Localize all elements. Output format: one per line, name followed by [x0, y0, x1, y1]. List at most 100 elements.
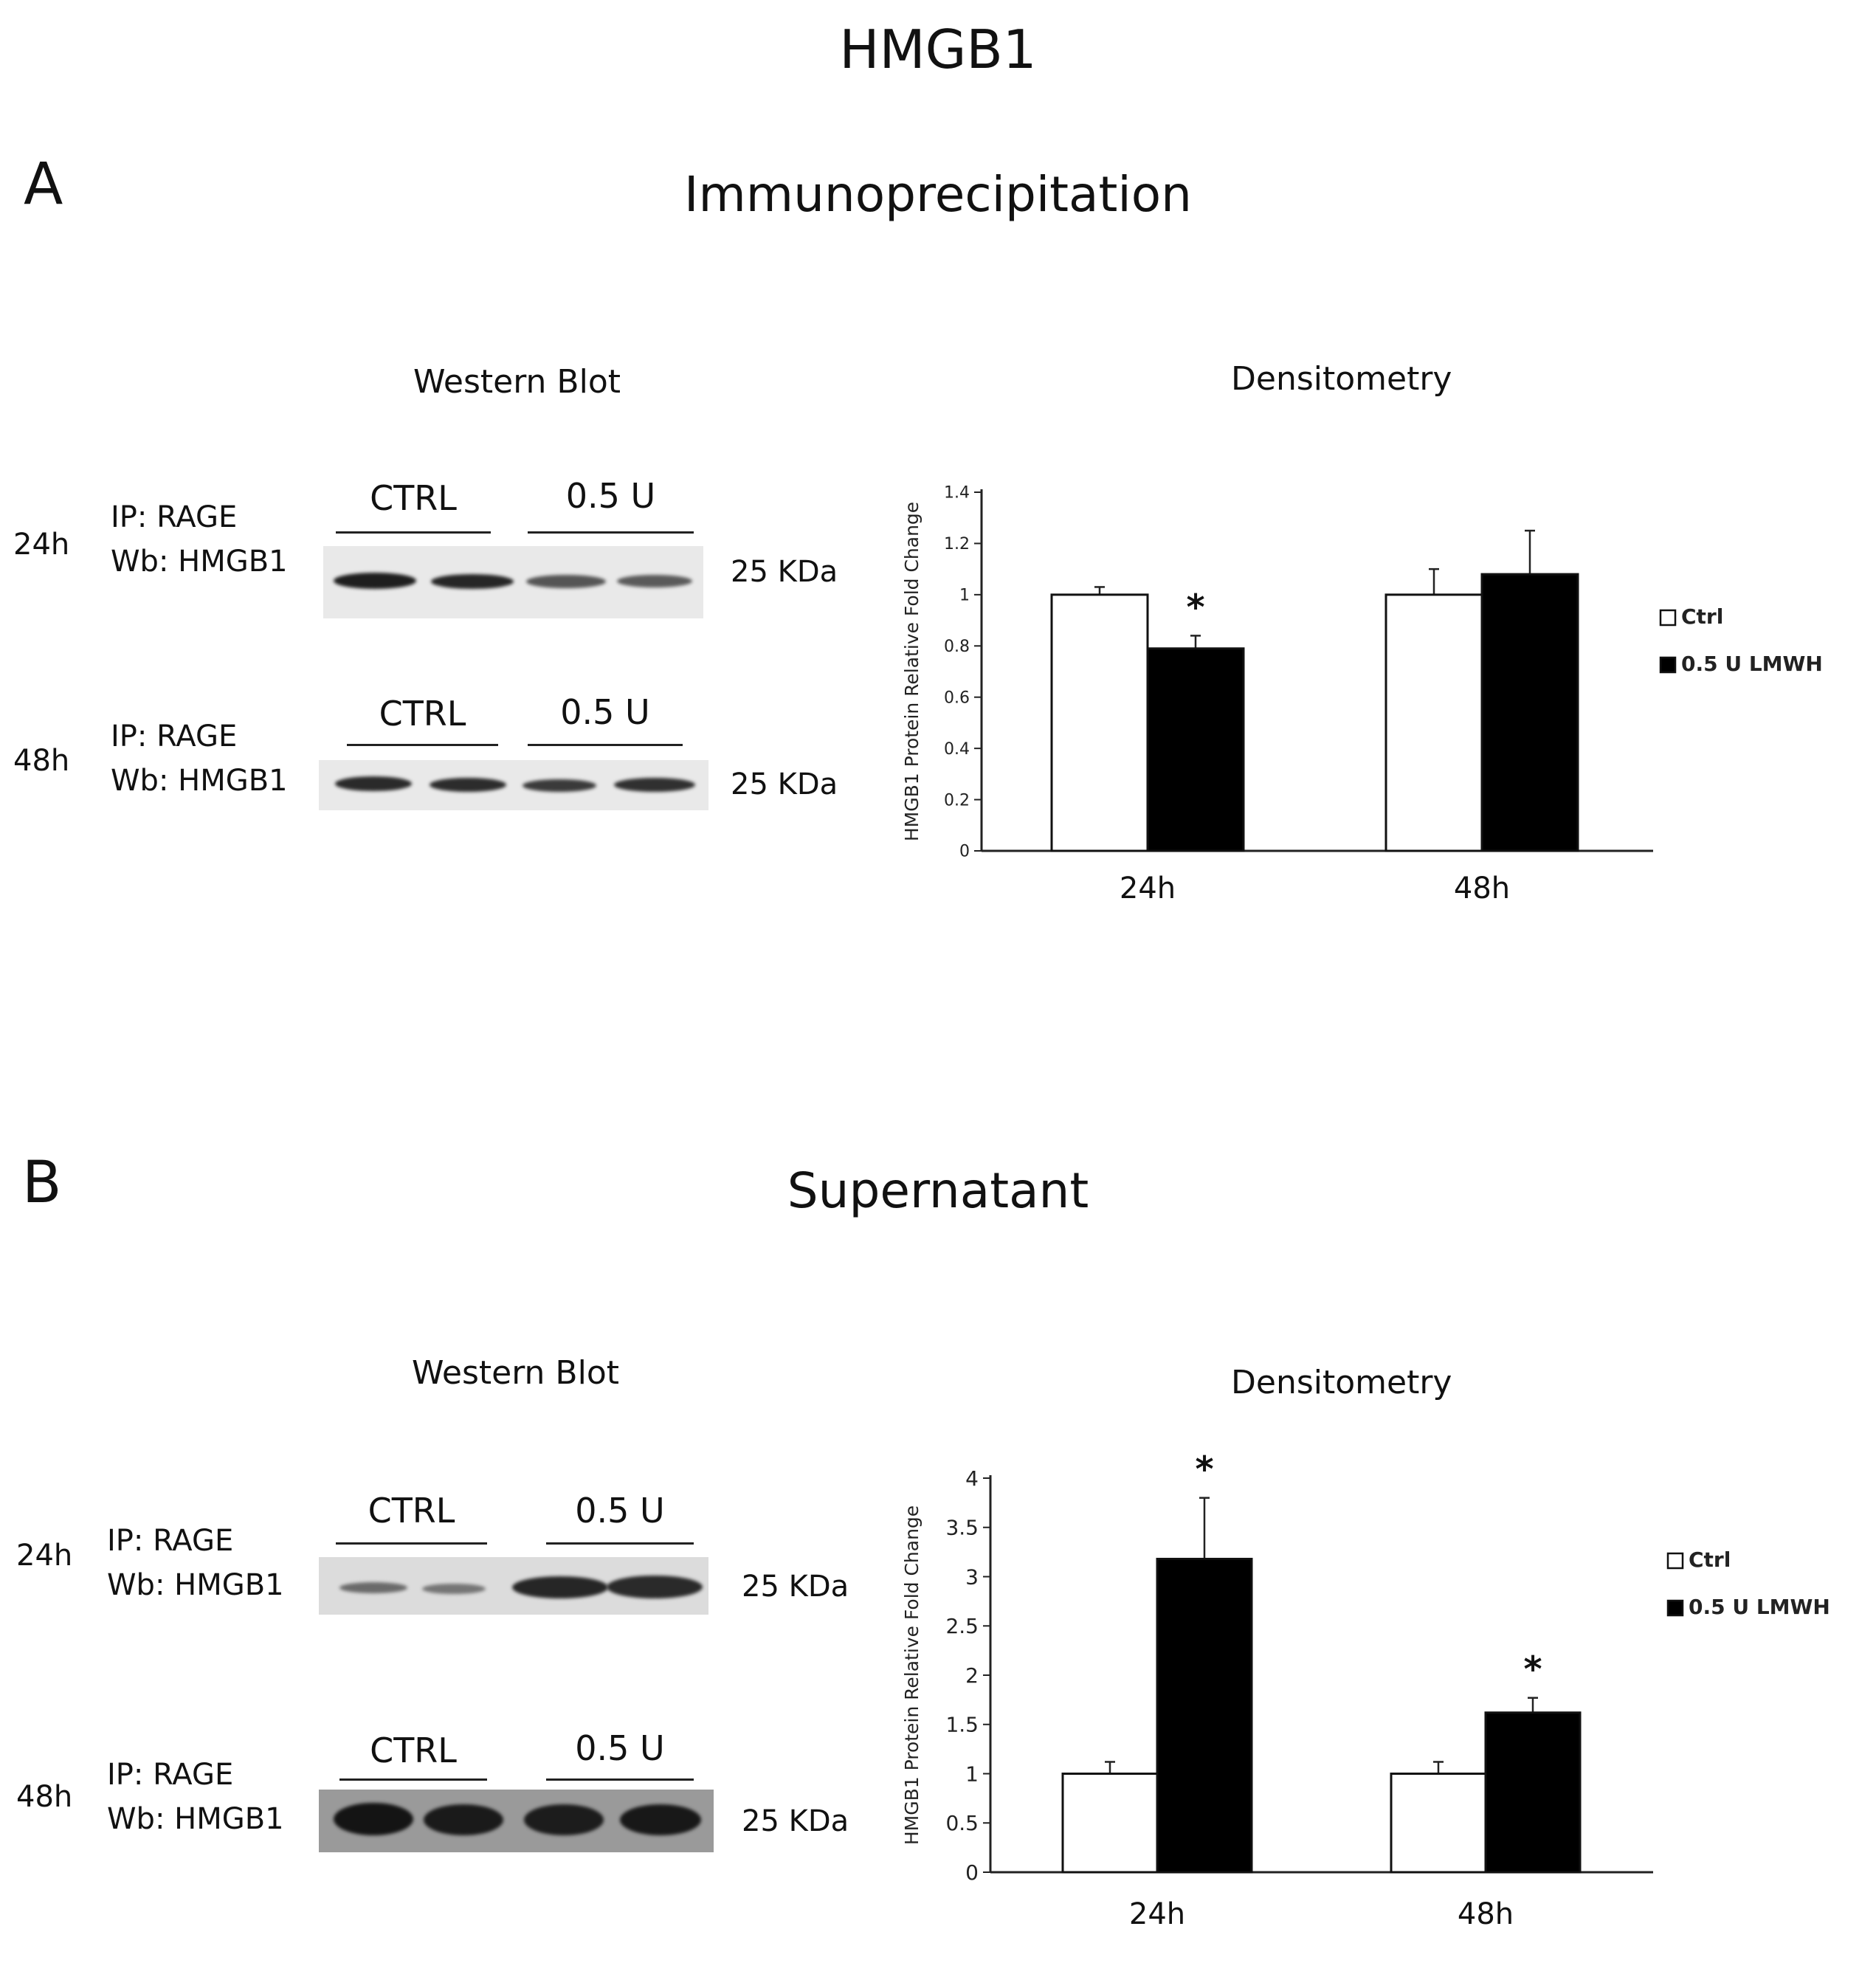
- legend-swatch: [1666, 1552, 1684, 1570]
- band: [424, 1804, 503, 1835]
- y-tick-label: 0.2: [944, 791, 970, 810]
- band: [335, 776, 412, 791]
- panel-b-densitometry-chart: 0 0.5 1 1.5 2 2.5 3 3.5 4 HMGB1 Protein Relative …: [901, 1449, 1830, 1931]
- lane-group-ctrl: CTRL: [370, 1731, 457, 1770]
- y-tick-label: 0.4: [944, 740, 970, 759]
- significance-star: *: [1523, 1649, 1542, 1691]
- y-axis-label: HMGB1 Protein Relative Fold Change: [901, 502, 923, 841]
- bar-ctrl-48h: [1384, 593, 1483, 852]
- y-tick-label: 4: [965, 1466, 979, 1491]
- band: [431, 574, 514, 589]
- y-tick-label: 0.5: [945, 1811, 979, 1835]
- band: [617, 575, 692, 587]
- y-tick-label: 2.5: [945, 1614, 979, 1638]
- panel-b-title: Supernatant: [787, 1162, 1089, 1219]
- ip-label: IP: RAGE: [111, 720, 238, 753]
- lane-group-line: [528, 744, 683, 746]
- band: [422, 1584, 486, 1594]
- lane-group-line: [546, 1542, 694, 1545]
- bar-treated-48h: [1480, 573, 1579, 852]
- significance-star: *: [1195, 1449, 1213, 1491]
- legend-swatch: [1659, 609, 1677, 627]
- band: [512, 1576, 608, 1598]
- legend-label: Ctrl: [1681, 604, 1723, 629]
- legend-label: 0.5 U LMWH: [1681, 652, 1823, 676]
- lane-group-line: [347, 744, 498, 746]
- x-category-label: 48h: [1458, 1897, 1514, 1931]
- panel-b-letter: B: [22, 1150, 62, 1216]
- y-tick-label: 0: [965, 1860, 979, 1885]
- mw-label: 25 KDa: [731, 767, 838, 801]
- lane-group-ctrl: CTRL: [368, 1491, 455, 1531]
- y-tick-label: 0.6: [944, 689, 970, 707]
- figure-title: HMGB1: [839, 18, 1037, 80]
- legend-swatch: [1659, 656, 1677, 674]
- lane-group-treated: 0.5 U: [575, 1728, 665, 1768]
- x-category-label: 24h: [1120, 872, 1176, 905]
- y-tick-label: 1: [965, 1762, 979, 1786]
- y-tick-label: 1.4: [944, 484, 970, 503]
- legend-label: 0.5 U LMWH: [1689, 1595, 1830, 1619]
- wb-label: Wb: HMGB1: [107, 1802, 284, 1836]
- band: [607, 1576, 703, 1598]
- bar-ctrl-24h: [1050, 593, 1149, 852]
- lane-group-ctrl: CTRL: [370, 478, 457, 518]
- y-tick-label: 0: [959, 843, 970, 861]
- mw-label: 25 KDa: [742, 1570, 849, 1604]
- panel-b-blot-title: Western Blot: [412, 1354, 620, 1392]
- panel-a-densitometry-title: Densitometry: [1231, 360, 1452, 398]
- time-label: 24h: [13, 528, 70, 562]
- ip-label: IP: RAGE: [107, 1758, 234, 1792]
- lane-group-treated: 0.5 U: [565, 476, 656, 516]
- band: [334, 573, 416, 589]
- wb-label: Wb: HMGB1: [107, 1568, 284, 1602]
- y-axis-label: HMGB1 Protein Relative Fold Change: [901, 1505, 923, 1845]
- wb-label: Wb: HMGB1: [111, 545, 288, 579]
- y-tick-label: 1: [959, 587, 970, 605]
- bar-ctrl-48h: [1390, 1773, 1487, 1874]
- panel-b-densitometry-title: Densitometry: [1231, 1364, 1452, 1401]
- lane-group-line: [336, 1542, 487, 1545]
- time-label: 24h: [16, 1539, 73, 1573]
- bar-treated-24h: [1156, 1557, 1253, 1874]
- bar-treated-48h: [1484, 1711, 1582, 1874]
- lane-group-treated: 0.5 U: [575, 1491, 665, 1531]
- panel-a-blot-title: Western Blot: [413, 363, 621, 401]
- y-tick-label: 3: [965, 1564, 979, 1589]
- x-category-label: 48h: [1454, 872, 1510, 905]
- x-category-label: 24h: [1129, 1897, 1185, 1931]
- lane-group-treated: 0.5 U: [560, 692, 650, 732]
- time-label: 48h: [13, 744, 70, 778]
- blot-image: [319, 760, 708, 810]
- y-tick-label: 1.2: [944, 535, 970, 553]
- band: [523, 779, 596, 792]
- lane-group-line: [336, 531, 491, 534]
- significance-star: *: [1186, 587, 1204, 628]
- lane-group-line: [528, 531, 694, 534]
- band: [524, 1804, 604, 1835]
- y-tick-label: 3.5: [945, 1516, 979, 1540]
- ip-label: IP: RAGE: [111, 500, 238, 534]
- mw-label: 25 KDa: [742, 1804, 849, 1838]
- blot-image: [323, 546, 703, 618]
- band: [620, 1804, 701, 1835]
- blot-image: [319, 1557, 708, 1615]
- band: [334, 1803, 413, 1835]
- lane-group-line: [339, 1778, 487, 1781]
- legend-swatch: [1666, 1599, 1684, 1617]
- blot-image: [319, 1790, 714, 1852]
- panel-a-title: Immunoprecipitation: [684, 166, 1192, 223]
- band: [614, 778, 695, 792]
- panel-a-letter: A: [24, 151, 63, 218]
- y-tick-label: 1.5: [945, 1713, 979, 1737]
- band: [339, 1582, 407, 1593]
- mw-label: 25 KDa: [731, 555, 838, 589]
- band: [430, 778, 506, 792]
- band: [526, 575, 606, 588]
- lane-group-ctrl: CTRL: [379, 694, 466, 734]
- y-tick-label: 0.8: [944, 638, 970, 656]
- panel-a-densitometry-chart: 0 0.2 0.4 0.6 0.8 1 1.2 1.4 HMGB1 Protein Relati…: [901, 484, 1823, 905]
- bar-treated-24h: [1146, 647, 1245, 852]
- time-label: 48h: [16, 1780, 73, 1814]
- legend-label: Ctrl: [1689, 1548, 1731, 1572]
